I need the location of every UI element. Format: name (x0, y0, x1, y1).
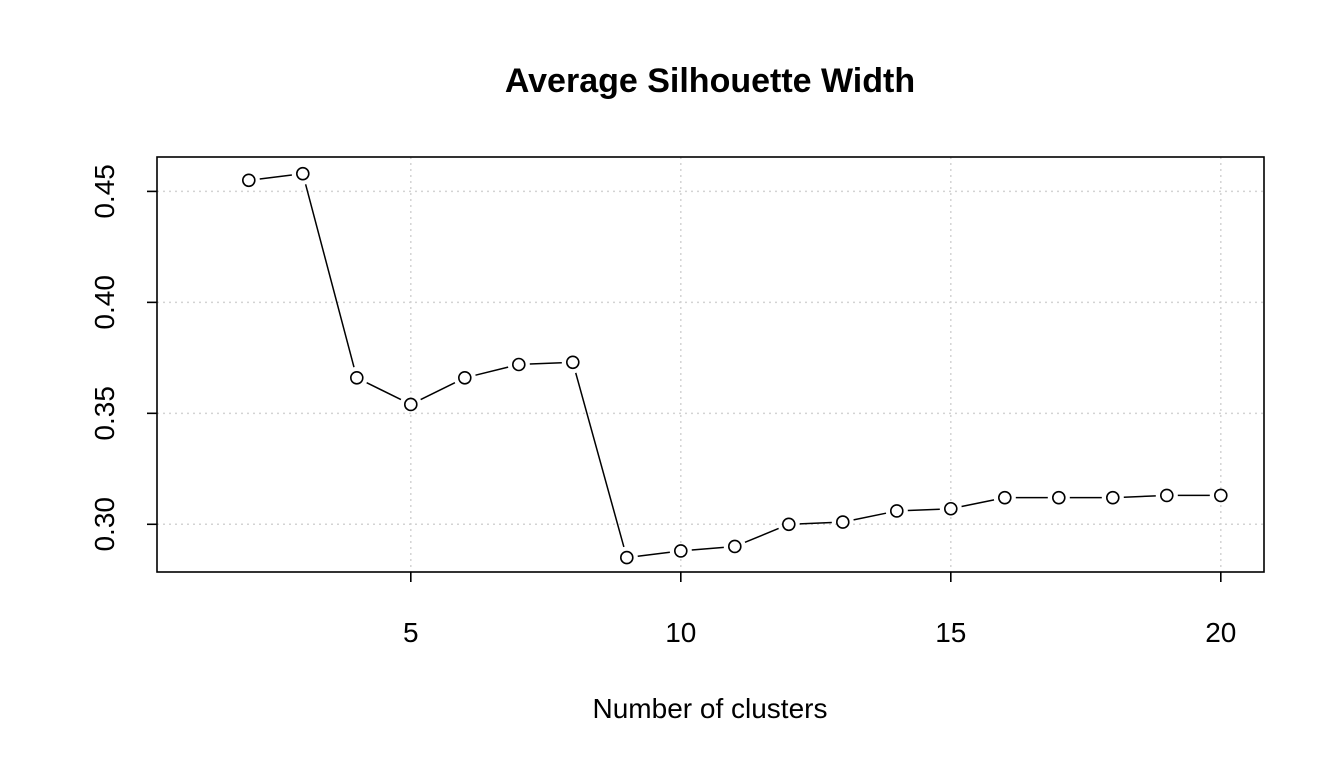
data-point (1106, 490, 1120, 505)
data-point (727, 539, 742, 554)
data-point (403, 397, 418, 412)
chart-title: Average Silhouette Width (505, 62, 915, 100)
x-tick-label: 15 (935, 617, 966, 648)
data-point (889, 504, 904, 518)
plot-frame (156, 156, 1265, 573)
line-segment (575, 372, 625, 548)
y-tick-label: 0.30 (89, 497, 120, 552)
data-point (1160, 488, 1174, 503)
data-point (1052, 490, 1066, 505)
x-tick-label: 20 (1205, 617, 1236, 648)
x-axis-label: Number of clusters (593, 693, 828, 724)
line-segment (259, 174, 292, 180)
y-tick-label: 0.45 (89, 164, 120, 219)
data-point (242, 173, 256, 188)
x-tick-label: 5 (403, 617, 419, 648)
data-point (349, 371, 364, 385)
line-segment (637, 551, 670, 557)
line-segment (799, 521, 832, 525)
data-point (997, 490, 1012, 505)
y-tick-label: 0.35 (89, 386, 120, 441)
line-segment (907, 508, 940, 512)
data-point (1214, 488, 1228, 503)
line-segment (420, 382, 456, 401)
line-segment (529, 361, 562, 365)
y-tick-label: 0.40 (89, 275, 120, 330)
data-point (943, 501, 958, 516)
line-segment (744, 527, 779, 543)
line-segment (1123, 495, 1156, 498)
data-point (511, 357, 526, 372)
data-point (619, 550, 634, 565)
series-line (259, 174, 1210, 557)
x-axis: 5 10 15 20 (403, 572, 1236, 648)
data-point (565, 355, 580, 370)
data-point (673, 544, 688, 558)
line-segment (691, 546, 724, 551)
line-segment (366, 382, 402, 401)
data-point (835, 515, 850, 529)
data-point (295, 166, 310, 181)
x-tick-label: 10 (665, 617, 696, 648)
line-segment (304, 184, 355, 368)
y-axis: 0.30 0.35 0.40 0.45 (89, 164, 157, 552)
data-point (457, 371, 472, 385)
grid (157, 157, 1264, 572)
line-segment (853, 512, 887, 521)
line-segment (475, 366, 509, 376)
line-segment (961, 499, 995, 508)
data-point (781, 517, 796, 532)
series-points (242, 166, 1228, 565)
